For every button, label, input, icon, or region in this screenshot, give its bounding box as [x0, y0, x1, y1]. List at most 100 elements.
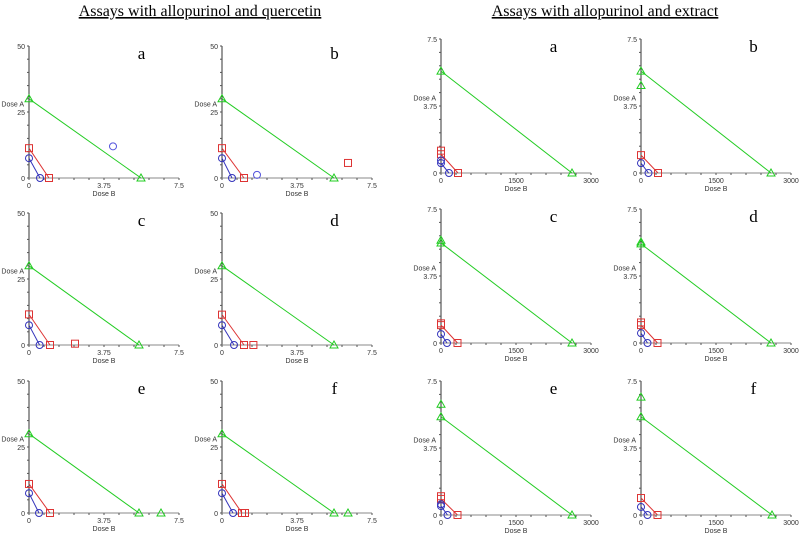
y-tick-label: 3.75 [623, 104, 637, 111]
y-tick-label: 25 [17, 277, 25, 284]
y-tick-label: 7.5 [427, 207, 437, 214]
panel-letter: d [749, 207, 758, 226]
combination-point-triangle [636, 237, 646, 246]
y-tick-label: 0 [21, 511, 25, 518]
isobole-line [28, 98, 142, 179]
isobole-line [640, 162, 649, 174]
y-tick-label: 25 [210, 277, 218, 284]
isobole-point-square [25, 310, 33, 319]
y-axis-label: Dose A [613, 96, 636, 103]
isobole-point-square [653, 339, 662, 347]
isobole-line [640, 497, 658, 516]
isobole-line [640, 243, 772, 344]
x-tick-label: 0 [639, 520, 643, 527]
isobole-point-triangle [567, 167, 577, 177]
combination-point-circle [437, 500, 445, 509]
combination-point-triangle [636, 392, 646, 401]
combination-point-circle [253, 170, 261, 179]
x-tick-label: 7.5 [367, 350, 377, 357]
combination-point-square [637, 318, 645, 327]
x-axis-label: Dose B [705, 186, 728, 193]
y-tick-label: 3.75 [423, 446, 437, 453]
y-tick-label: 25 [17, 110, 25, 117]
combination-point-square [249, 341, 258, 349]
isobole-line [221, 483, 243, 514]
isobole-point-triangle [24, 428, 34, 438]
panel-left-e: 0 25 50 0 3.75 7.5 Dose A Dose B e [1, 379, 184, 533]
isobole-point-triangle [217, 260, 227, 270]
x-axis-label: Dose B [286, 358, 309, 365]
panel-letter: b [749, 37, 758, 56]
y-axis-label: Dose A [1, 102, 24, 109]
isobole-line [28, 147, 50, 179]
isobole-point-square [46, 341, 54, 349]
isobole-line [440, 416, 573, 516]
panel-right-b: 0 3.75 7.5 0 1500 3000 Dose A Dose B b [613, 37, 798, 193]
isobole-line [28, 314, 51, 346]
isobole-line [440, 324, 458, 344]
isobole-line [640, 154, 659, 174]
panel-letter: a [550, 37, 558, 56]
x-axis-label: Dose B [93, 191, 116, 198]
x-tick-label: 0 [639, 348, 643, 355]
isobole-point-circle [218, 489, 226, 498]
isobole-point-triangle [134, 339, 144, 349]
y-tick-label: 7.5 [427, 379, 437, 386]
isobole-point-circle [637, 159, 645, 168]
y-tick-label: 3.75 [423, 274, 437, 281]
y-tick-label: 0 [633, 341, 637, 348]
x-tick-label: 3000 [783, 178, 799, 185]
y-tick-label: 0 [214, 176, 218, 183]
isobole-line [221, 314, 245, 346]
y-axis-label: Dose A [1, 437, 24, 444]
x-tick-label: 3.75 [97, 350, 111, 357]
panel-letter: a [138, 44, 146, 63]
isobole-point-square [25, 479, 33, 488]
x-axis-label: Dose B [286, 191, 309, 198]
x-tick-label: 3.75 [97, 183, 111, 190]
panel-right-c: 0 3.75 7.5 0 1500 3000 Dose A Dose B c [413, 207, 598, 363]
combination-point-triangle [436, 399, 446, 408]
combination-point-circle [109, 142, 117, 151]
x-tick-label: 7.5 [174, 518, 184, 525]
y-axis-label: Dose A [413, 266, 436, 273]
isobole-line [440, 162, 450, 174]
y-axis-label: Dose A [613, 266, 636, 273]
x-tick-label: 1500 [508, 348, 524, 355]
x-tick-label: 3.75 [290, 183, 304, 190]
x-axis-label: Dose B [505, 528, 528, 535]
isobole-point-triangle [136, 172, 146, 182]
isobole-point-circle [25, 321, 33, 330]
isobole-point-square [454, 169, 462, 177]
y-tick-label: 7.5 [427, 37, 437, 44]
y-tick-label: 50 [210, 44, 218, 51]
y-tick-label: 0 [633, 513, 637, 520]
isobole-point-triangle [436, 66, 446, 75]
isobole-point-square [453, 511, 462, 519]
isobole-point-square [218, 479, 226, 488]
x-tick-label: 1500 [508, 178, 524, 185]
isobole-point-triangle [766, 337, 776, 347]
y-axis-label: Dose A [194, 269, 217, 276]
combination-point-square [437, 146, 445, 155]
isobole-line [440, 153, 459, 174]
isobole-point-circle [25, 154, 33, 163]
x-tick-label: 0 [27, 183, 31, 190]
x-tick-label: 3000 [583, 348, 599, 355]
isobole-point-triangle [329, 339, 339, 349]
isobole-point-circle [637, 329, 645, 338]
y-tick-label: 25 [17, 445, 25, 452]
panel-letter: f [751, 379, 757, 398]
right-group-title: Assays with allopurinol and extract [492, 3, 719, 20]
isobole-point-square [240, 341, 248, 349]
x-tick-label: 3.75 [97, 518, 111, 525]
x-tick-label: 3000 [583, 520, 599, 527]
isobole-point-triangle [767, 509, 777, 519]
isobole-point-triangle [567, 509, 577, 519]
panel-right-e: 0 3.75 7.5 0 1500 3000 Dose A Dose B e [413, 379, 598, 535]
isobole-line [640, 416, 773, 516]
y-tick-label: 50 [210, 211, 218, 218]
y-tick-label: 7.5 [627, 37, 637, 44]
x-tick-label: 0 [220, 350, 224, 357]
combination-point-triangle [343, 507, 353, 517]
